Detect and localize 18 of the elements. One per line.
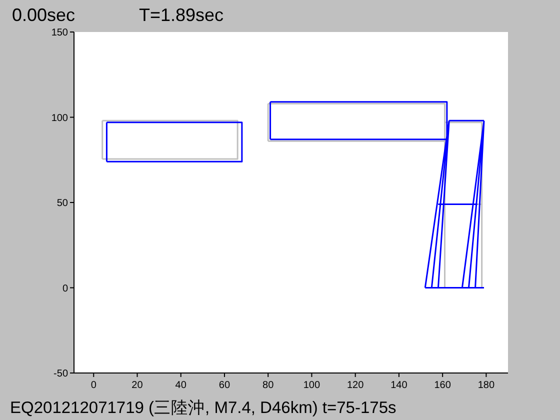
y-tick-label: -50 xyxy=(54,368,68,380)
x-tick-label: 100 xyxy=(303,380,320,391)
text: EQ201212071719 (三陸沖, M7.4, D46km) t=75-175s xyxy=(10,399,396,417)
y-tick-label: 100 xyxy=(51,112,68,124)
y-tick-label: 150 xyxy=(51,28,68,38)
x-tick-label: 180 xyxy=(478,380,495,391)
x-tick-label: 80 xyxy=(262,380,274,391)
chart-subtitle: T=1.89sec xyxy=(139,5,224,25)
x-tick-label: 40 xyxy=(175,380,187,391)
x-tick-label: 20 xyxy=(132,380,144,391)
chart-title: 0.00sec xyxy=(12,5,76,25)
x-tick-label: 140 xyxy=(390,380,408,391)
y-tick-label: 50 xyxy=(56,198,68,209)
x-tick-label: 160 xyxy=(434,380,452,391)
x-tick-label: 120 xyxy=(346,380,364,391)
x-tick-label: 0 xyxy=(90,380,97,391)
y-tick-label: 0 xyxy=(62,283,68,294)
x-tick-label: 60 xyxy=(218,380,230,391)
